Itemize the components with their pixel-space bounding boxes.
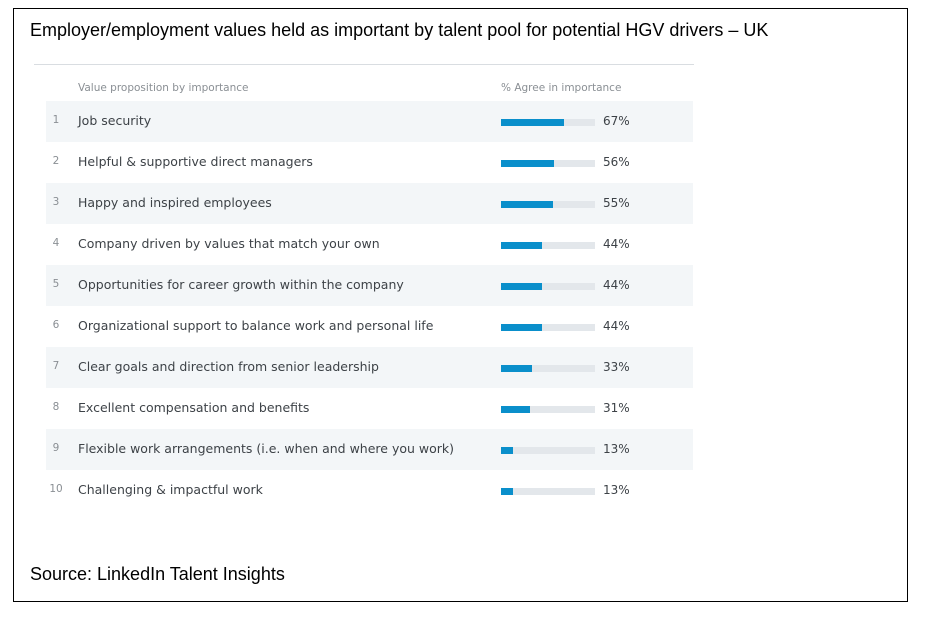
bar-track xyxy=(501,406,595,413)
bar-track xyxy=(501,488,595,495)
bar-fill xyxy=(501,201,553,208)
percent-label: 31% xyxy=(603,401,630,415)
bar-fill xyxy=(501,242,543,249)
bar-track xyxy=(501,201,595,208)
rank-number: 4 xyxy=(52,237,60,249)
value-proposition-label: Job security xyxy=(78,113,152,128)
bar-track xyxy=(501,324,595,331)
table-row: 4 Company driven by values that match you… xyxy=(46,224,693,265)
bar-fill xyxy=(501,119,564,126)
bar-fill xyxy=(501,447,514,454)
percent-label: 13% xyxy=(603,483,630,497)
source-note: Source: LinkedIn Talent Insights xyxy=(30,564,285,584)
table-row: 10 Challenging & impactful work 13% xyxy=(46,470,693,511)
bar-track xyxy=(501,283,595,290)
percent-label: 44% xyxy=(603,237,630,251)
value-proposition-label: Opportunities for career growth within t… xyxy=(78,277,404,292)
value-proposition-label: Challenging & impactful work xyxy=(78,482,263,497)
bar-fill xyxy=(501,406,531,413)
rank-number: 2 xyxy=(52,155,60,167)
percent-label: 44% xyxy=(603,278,630,292)
value-proposition-label: Organizational support to balance work a… xyxy=(78,318,434,333)
rank-number: 8 xyxy=(52,401,60,413)
rank-number: 9 xyxy=(52,442,60,454)
table-row: 3 Happy and inspired employees 55% xyxy=(46,183,693,224)
percent-label: 67% xyxy=(603,114,630,128)
percent-label: 33% xyxy=(603,360,630,374)
value-proposition-label: Company driven by values that match your… xyxy=(78,236,380,251)
rank-number: 3 xyxy=(52,196,60,208)
column-header-pct: % Agree in importance xyxy=(501,82,622,94)
bar-track xyxy=(501,242,595,249)
value-proposition-label: Excellent compensation and benefits xyxy=(78,400,310,415)
figure-frame: Employer/employment values held as impor… xyxy=(13,8,908,602)
value-proposition-label: Clear goals and direction from senior le… xyxy=(78,359,379,374)
table-row: 6 Organizational support to balance work … xyxy=(46,306,693,347)
percent-label: 13% xyxy=(603,442,630,456)
table-row: 7 Clear goals and direction from senior l… xyxy=(46,347,693,388)
table-row: 8 Excellent compensation and benefits 31% xyxy=(46,388,693,429)
value-proposition-label: Flexible work arrangements (i.e. when an… xyxy=(78,441,455,456)
table-row: 5 Opportunities for career growth within … xyxy=(46,265,693,306)
bar-fill xyxy=(501,160,554,167)
bar-track xyxy=(501,365,595,372)
table-row: 9 Flexible work arrangements (i.e. when a… xyxy=(46,429,693,470)
rank-number: 1 xyxy=(52,114,60,126)
value-proposition-label: Helpful & supportive direct managers xyxy=(78,154,313,169)
percent-label: 56% xyxy=(603,155,630,169)
rank-number: 5 xyxy=(52,278,60,290)
chart-title: Employer/employment values held as impor… xyxy=(30,20,769,40)
rank-number: 6 xyxy=(52,319,60,331)
column-header-label: Value proposition by importance xyxy=(78,82,249,94)
percent-label: 55% xyxy=(603,196,630,210)
rank-number: 7 xyxy=(52,360,60,372)
table-row: 1 Job security 67% xyxy=(46,101,693,142)
bar-track xyxy=(501,119,595,126)
value-proposition-label: Happy and inspired employees xyxy=(78,195,272,210)
bar-fill xyxy=(501,324,543,331)
bar-fill xyxy=(501,283,543,290)
bar-fill xyxy=(501,488,514,495)
bar-track xyxy=(501,447,595,454)
panel-divider xyxy=(34,64,694,65)
rank-number: 10 xyxy=(49,483,63,495)
bar-fill xyxy=(501,365,533,372)
bar-track xyxy=(501,160,595,167)
percent-label: 44% xyxy=(603,319,630,333)
ranked-bar-list: 1 Job security 67% 2 Helpful & supportive di… xyxy=(46,101,693,511)
table-row: 2 Helpful & supportive direct managers 56% xyxy=(46,142,693,183)
